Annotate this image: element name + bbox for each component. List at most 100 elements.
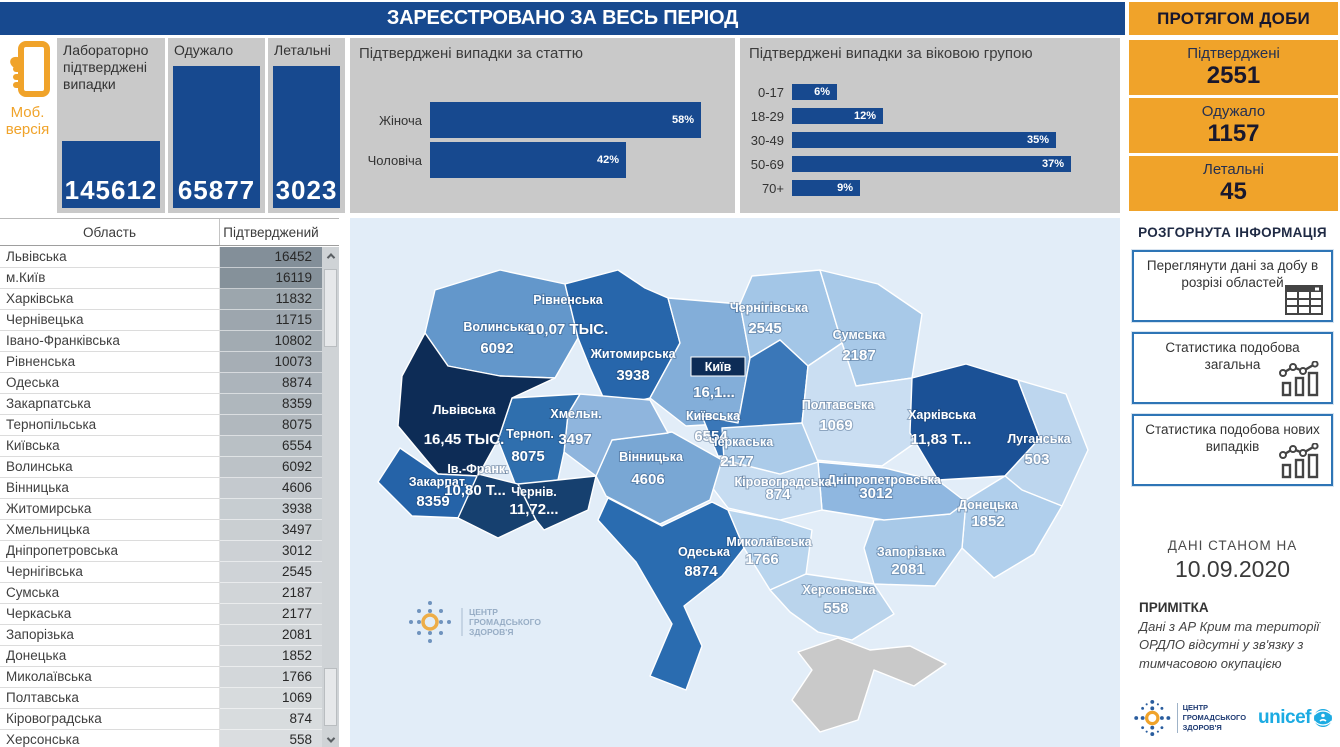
- map-region-Ів.-Франк.[interactable]: [457, 473, 537, 539]
- table-row[interactable]: Донецька 1852: [0, 646, 322, 667]
- daily-card-recovered: Одужало 1157: [1129, 98, 1338, 153]
- bar-value-label: 42%: [596, 154, 619, 166]
- table-row[interactable]: Полтавська 1069: [0, 688, 322, 709]
- scroll-down-arrow[interactable]: [322, 731, 339, 747]
- map-region-crimea[interactable]: [791, 637, 947, 733]
- column-header-confirmed[interactable]: Підтверджений: [223, 224, 319, 240]
- table-row[interactable]: м.Київ 16119: [0, 268, 322, 289]
- map-region-value: 10,07 ТЫС.: [528, 321, 609, 338]
- table-row[interactable]: Запорізька 2081: [0, 625, 322, 646]
- confirmed-value-cell: 11715: [220, 310, 322, 331]
- table-row[interactable]: Львівська 16452: [0, 247, 322, 268]
- region-name-cell: Закарпатська: [0, 394, 220, 415]
- confirmed-value-cell: 558: [220, 730, 322, 747]
- map-region-label: Миколаївська: [726, 535, 812, 549]
- bar-value-label: 58%: [671, 114, 694, 126]
- table-row[interactable]: Чернівецька 11715: [0, 310, 322, 331]
- map-region-value: 2177: [720, 453, 753, 470]
- bar-value-label: 12%: [853, 110, 876, 122]
- table-row[interactable]: Хмельницька 3497: [0, 520, 322, 541]
- kyiv-label-box[interactable]: [690, 356, 746, 377]
- map-region-Терноп.[interactable]: [497, 393, 581, 487]
- daily-statistics-new-cases-button[interactable]: Статистика подобова нових випадків: [1132, 414, 1333, 486]
- bar-Жіноча[interactable]: 58%: [430, 102, 701, 138]
- view-daily-by-region-button[interactable]: Переглянути дані за добу в розрізі облас…: [1132, 250, 1333, 322]
- region-name-cell: Запорізька: [0, 625, 220, 646]
- map-region-label: Чернів.: [511, 485, 557, 499]
- bar-category-label: 50-69: [750, 156, 784, 172]
- map-region-label: Житомирська: [590, 347, 677, 361]
- bar-plot-area: 9%: [792, 180, 1094, 196]
- phc-logo-icon: [1134, 700, 1171, 736]
- bar-30-49[interactable]: 35%: [792, 132, 1056, 148]
- confirmed-value-cell: 1852: [220, 646, 322, 667]
- confirmed-value-cell: 8075: [220, 415, 322, 436]
- ukraine-choropleth-map: ЦЕНТР ГРОМАДСЬКОГО ЗДОРОВ'Я Волинська 6092 Рі…: [350, 218, 1120, 747]
- deaths-total-value: 3023: [275, 175, 338, 205]
- stat-value-box: 3023: [273, 66, 340, 208]
- map-region-Чернів.[interactable]: [517, 475, 597, 531]
- table-row[interactable]: Чернігівська 2545: [0, 562, 322, 583]
- table-row[interactable]: Закарпатська 8359: [0, 394, 322, 415]
- table-row[interactable]: Тернопільська 8075: [0, 415, 322, 436]
- table-row[interactable]: Одеська 8874: [0, 373, 322, 394]
- region-name-cell: Дніпропетровська: [0, 541, 220, 562]
- scroll-up-arrow[interactable]: [322, 247, 339, 264]
- scrollbar-thumb[interactable]: [324, 269, 337, 347]
- table-row[interactable]: Черкаська 2177: [0, 604, 322, 625]
- bar-Чоловіча[interactable]: 42%: [430, 142, 626, 178]
- bar-50-69[interactable]: 37%: [792, 156, 1071, 172]
- region-name-cell: Волинська: [0, 457, 220, 478]
- bar-0-17[interactable]: 6%: [792, 84, 837, 100]
- stat-card-deaths-total: Летальні 3023: [268, 38, 345, 213]
- bar-18-29[interactable]: 12%: [792, 108, 883, 124]
- map-region-value: 3497: [558, 431, 591, 448]
- map-region-Одеська[interactable]: [597, 497, 745, 691]
- confirmed-value-cell: 10073: [220, 352, 322, 373]
- map-region-label: Ів.-Франк.: [447, 462, 508, 476]
- daily-recovered-label: Одужало: [1201, 103, 1266, 121]
- map-region-Черкаська[interactable]: [721, 422, 819, 475]
- mobile-version-link[interactable]: Моб. версія: [0, 38, 55, 213]
- table-row[interactable]: Волинська 6092: [0, 457, 322, 478]
- bar-value-label: 37%: [1041, 158, 1064, 170]
- gender-chart-title: Підтверджені випадки за статтю: [359, 45, 584, 62]
- table-row[interactable]: Сумська 2187: [0, 583, 322, 604]
- map-region-value: 16,45 ТЫС.: [424, 431, 505, 448]
- map-region-Дніпропетровська[interactable]: [817, 461, 967, 521]
- confirmed-value-cell: 16452: [220, 247, 322, 268]
- table-row[interactable]: Херсонська 558: [0, 730, 322, 747]
- footer-logos: ЦЕНТР ГРОМАДСЬКОГО ЗДОРОВ'Я unicef: [1133, 690, 1333, 746]
- map-region-label: Чернігівська: [730, 301, 809, 315]
- table-row[interactable]: Миколаївська 1766: [0, 667, 322, 688]
- map-region-label: Рівненська: [533, 293, 603, 307]
- scrollbar-thumb-lower[interactable]: [324, 668, 337, 726]
- table-row[interactable]: Рівненська 10073: [0, 352, 322, 373]
- table-scrollbar[interactable]: [322, 247, 339, 747]
- table-row[interactable]: Житомирська 3938: [0, 499, 322, 520]
- daily-statistics-total-button[interactable]: Статистика подобова загальна: [1132, 332, 1333, 404]
- table-row[interactable]: Вінницька 4606: [0, 478, 322, 499]
- bar-plot-area: 58%: [430, 102, 710, 138]
- table-row[interactable]: Київська 6554: [0, 436, 322, 457]
- map-region-Донецька[interactable]: [961, 475, 1063, 579]
- table-row[interactable]: Харківська 11832: [0, 289, 322, 310]
- confirmed-value-cell: 2081: [220, 625, 322, 646]
- map-region-Херсонська[interactable]: [769, 573, 895, 641]
- confirmed-value-cell: 8874: [220, 373, 322, 394]
- confirmed-value-cell: 1766: [220, 667, 322, 688]
- region-name-cell: Миколаївська: [0, 667, 220, 688]
- map-region-label: Терноп.: [506, 427, 554, 441]
- table-row[interactable]: Івано-Франківська 10802: [0, 331, 322, 352]
- bar-plot-area: 35%: [792, 132, 1094, 148]
- column-header-region[interactable]: Область: [0, 219, 220, 245]
- table-row[interactable]: Кіровоградська 874: [0, 709, 322, 730]
- bar-70+[interactable]: 9%: [792, 180, 860, 196]
- map-region-Вінницька[interactable]: [595, 431, 723, 525]
- map-region-Львівська[interactable]: [397, 332, 556, 477]
- table-row[interactable]: Дніпропетровська 3012: [0, 541, 322, 562]
- gender-bars: Жіноча 58% Чоловіча 42%: [358, 102, 727, 182]
- bar-category-label: 18-29: [750, 108, 784, 124]
- mobile-version-label[interactable]: Моб. версія: [5, 104, 50, 139]
- region-name-cell: Вінницька: [0, 478, 220, 499]
